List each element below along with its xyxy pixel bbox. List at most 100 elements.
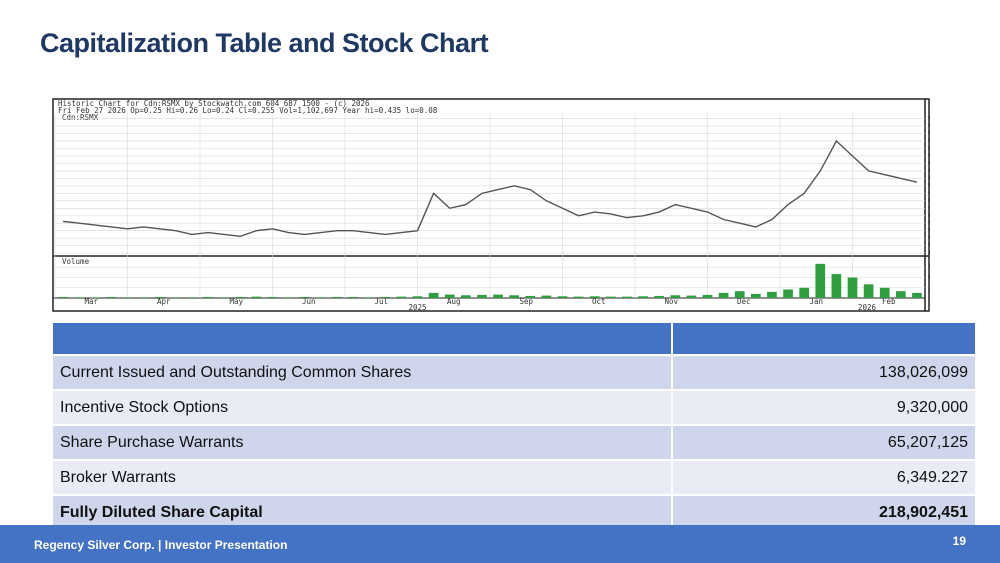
- y-tick-label: 0.12: [929, 233, 930, 242]
- volume-bar: [815, 263, 826, 298]
- footer-text: Regency Silver Corp. | Investor Presenta…: [34, 538, 288, 552]
- x-tick-label: Nov: [664, 297, 678, 306]
- volume-bar: [541, 295, 552, 298]
- y-tick-label: 0.44: [929, 114, 930, 123]
- volume-bar: [638, 296, 648, 298]
- volume-bar: [863, 284, 874, 298]
- page-number: 19: [952, 534, 966, 548]
- volume-bar: [90, 297, 101, 298]
- volume-bar: [138, 297, 149, 298]
- x-tick-label: Jan: [809, 297, 823, 306]
- volume-bar: [444, 294, 455, 298]
- table-header: [53, 323, 975, 356]
- volume-bar: [831, 274, 842, 298]
- y2-tick-label: 3.0 M: [929, 283, 930, 292]
- volume-bar: [912, 292, 922, 298]
- volume-bar: [203, 296, 213, 298]
- footer: Regency Silver Corp. | Investor Presenta…: [0, 525, 1000, 563]
- table-row: Broker Warrants 6,349.227: [53, 460, 975, 496]
- volume-bar: [751, 293, 761, 298]
- x-tick-label: Jun: [302, 297, 316, 306]
- volume-bar: [299, 296, 310, 298]
- x-tick-label: Oct: [592, 297, 606, 306]
- volume-bar: [251, 296, 262, 298]
- y-tick-label: 0.30: [929, 166, 930, 175]
- volume-bar: [654, 295, 664, 298]
- x-tick-label: Apr: [157, 297, 171, 306]
- y-tick-label: 0.42: [929, 121, 930, 130]
- x-tick-label: May: [229, 297, 243, 306]
- cap-table: Current Issued and Outstanding Common Sh…: [53, 323, 975, 531]
- table-row: Share Purchase Warrants 65,207,125: [53, 425, 975, 461]
- header-cell: [671, 323, 975, 356]
- chart-title: Historic Chart for Cdn:RSMX by Stockwatc…: [58, 99, 370, 108]
- volume-bar: [879, 287, 890, 298]
- year-label: 2025: [408, 303, 426, 312]
- volume-bar: [589, 296, 600, 298]
- volume-bar: [670, 295, 681, 298]
- volume-bar: [509, 295, 519, 298]
- volume-bar: [799, 287, 809, 298]
- y2-tick-label: 9.0 M: [929, 262, 930, 271]
- y-tick-label: 0.20: [929, 203, 930, 212]
- y2-tick-label: 6.0 M: [929, 273, 930, 282]
- volume-bar: [622, 296, 632, 298]
- y-tick-label: 0.38: [929, 136, 930, 145]
- y-tick-label: 0.26: [929, 181, 930, 190]
- volume-bar: [171, 297, 181, 298]
- series-name: Volume: [62, 257, 90, 266]
- y-tick-label: 0.08: [929, 248, 930, 257]
- y-tick-label: 0.10: [929, 241, 930, 250]
- table-row: Incentive Stock Options 9,320,000: [53, 390, 975, 426]
- value-cell: 138,026,099: [671, 355, 975, 391]
- volume-bar: [187, 297, 197, 298]
- volume-bar: [154, 296, 165, 298]
- y-tick-label: 0.34: [929, 151, 930, 160]
- chart-subtitle: Fri Feb 27 2026 Op=0.25 Hi=0.26 Lo=0.24 …: [58, 106, 438, 115]
- y-tick-label: 0.14: [929, 226, 930, 235]
- volume-bar: [283, 297, 294, 298]
- y-tick-label: 0.16: [929, 218, 930, 227]
- volume-bar: [783, 289, 793, 298]
- label-cell: Broker Warrants: [53, 460, 672, 496]
- y-tick-label: 0.32: [929, 158, 930, 167]
- table-row: Current Issued and Outstanding Common Sh…: [53, 355, 975, 391]
- x-tick-label: Jul: [374, 297, 388, 306]
- x-tick-label: Sep: [519, 297, 533, 306]
- volume-bar: [734, 291, 745, 298]
- volume-bar: [718, 292, 729, 298]
- series-name: Cdn:RSMX: [62, 113, 99, 122]
- volume-bar: [74, 297, 84, 298]
- header-cell: [53, 323, 672, 356]
- y-tick-label: 0.24: [929, 188, 930, 197]
- volume-bar: [493, 294, 503, 298]
- volume-bar: [896, 291, 906, 298]
- volume-bar: [606, 296, 616, 298]
- volume-bar: [396, 296, 407, 298]
- volume-bar: [702, 294, 713, 298]
- value-cell: 9,320,000: [671, 390, 975, 426]
- volume-bar: [267, 296, 278, 298]
- volume-bar: [364, 297, 374, 298]
- x-tick-label: Dec: [737, 297, 751, 306]
- volume-bar: [235, 296, 246, 298]
- volume-bar: [477, 294, 487, 298]
- volume-bar: [58, 296, 68, 298]
- volume-bar: [219, 297, 229, 298]
- volume-bar: [122, 297, 133, 298]
- volume-bar: [767, 291, 777, 298]
- x-tick-label: Feb: [882, 297, 896, 306]
- slide-title: Capitalization Table and Stock Chart: [40, 28, 489, 58]
- value-cell: 65,207,125: [671, 425, 975, 461]
- volume-bar: [332, 296, 342, 298]
- volume-bar: [412, 296, 423, 298]
- volume-bar: [380, 296, 391, 298]
- price-line: [62, 139, 918, 238]
- x-tick-label: Aug: [447, 297, 461, 306]
- y-tick-label: 0.22: [929, 196, 930, 205]
- volume-bar: [348, 296, 358, 298]
- y-tick-label: 0.40: [929, 129, 930, 138]
- volume-bar: [316, 297, 326, 298]
- label-cell: Share Purchase Warrants: [53, 425, 672, 461]
